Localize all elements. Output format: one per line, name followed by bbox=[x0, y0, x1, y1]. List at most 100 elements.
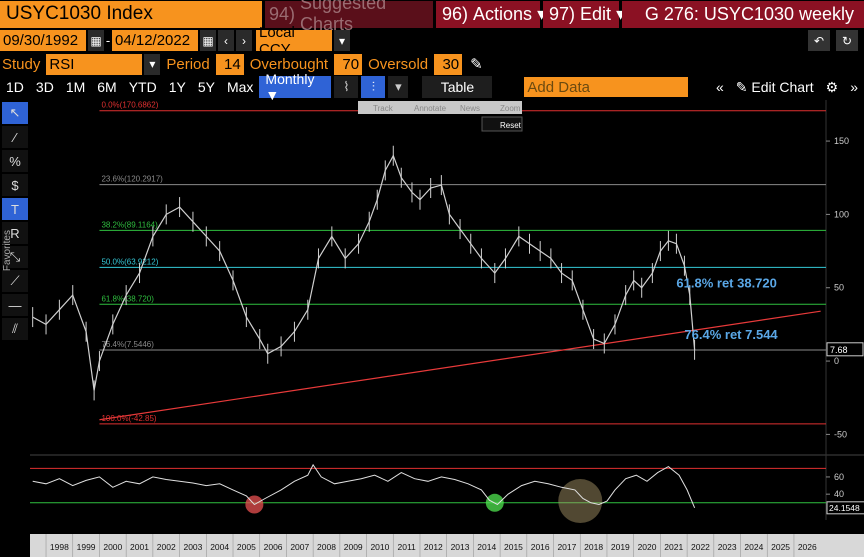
x-tick-label: 2007 bbox=[290, 542, 309, 552]
range-1y[interactable]: 1Y bbox=[168, 79, 186, 95]
x-tick-label: 2013 bbox=[451, 542, 470, 552]
start-date-field[interactable]: 09/30/1992 bbox=[0, 30, 86, 51]
settings-icon[interactable]: ⚙ bbox=[825, 78, 839, 95]
fib-level-label: 0.0%(170.6862) bbox=[101, 101, 158, 110]
horizontal-line-icon[interactable]: — bbox=[2, 294, 28, 316]
y-tick-label: 50 bbox=[834, 283, 844, 293]
actions-num: 96) bbox=[442, 3, 469, 24]
trendline bbox=[99, 310, 821, 421]
range-max[interactable]: Max bbox=[226, 79, 254, 95]
chevron-down-icon[interactable]: ▾ bbox=[334, 30, 350, 51]
percent-line-icon[interactable]: % bbox=[2, 150, 28, 172]
last-rsi-tag: 24.1548 bbox=[829, 503, 860, 513]
trendline-icon[interactable]: ⟋ bbox=[2, 270, 28, 292]
collapse-icon[interactable]: « bbox=[715, 79, 724, 95]
actions-button[interactable]: 96) Actions ▾ bbox=[436, 0, 546, 28]
pen-icon[interactable]: ∕ bbox=[2, 126, 28, 148]
x-tick-label: 2021 bbox=[664, 542, 683, 552]
pencil-icon[interactable]: ✎ bbox=[470, 56, 483, 73]
actions-label: Actions bbox=[473, 3, 533, 24]
bar-chart-icon[interactable]: ⫶ bbox=[361, 76, 386, 98]
x-tick-label: 2015 bbox=[504, 542, 523, 552]
cursor-icon[interactable]: ↖ bbox=[2, 102, 28, 124]
fib-level-label: 50.0%(63.9212) bbox=[101, 257, 158, 266]
x-tick-label: 2018 bbox=[584, 542, 603, 552]
reset-button-bg bbox=[481, 116, 523, 132]
annotation-764: 76.4% ret 7.544 bbox=[684, 327, 778, 342]
track-button[interactable]: Track bbox=[373, 104, 394, 113]
study-select[interactable]: RSI bbox=[46, 53, 143, 75]
x-tick-label: 2023 bbox=[718, 542, 737, 552]
edit-chart-label: Edit Chart bbox=[751, 79, 814, 95]
rsi-highlight-circle bbox=[558, 479, 603, 524]
pencil-icon: ✎ bbox=[735, 78, 748, 95]
date-row: 09/30/1992 ▦ - 04/12/2022 ▦ ‹ › Local CC… bbox=[0, 24, 864, 58]
x-tick-label: 2004 bbox=[210, 542, 229, 552]
expand-icon[interactable]: » bbox=[850, 79, 858, 95]
text-tool-icon[interactable]: T bbox=[2, 198, 28, 220]
line-chart-icon[interactable]: ⌇ bbox=[334, 76, 359, 98]
range-1d[interactable]: 1D bbox=[6, 79, 24, 95]
table-button[interactable]: Table bbox=[422, 76, 493, 98]
edit-label: Edit bbox=[580, 3, 612, 24]
range-5y[interactable]: 5Y bbox=[197, 79, 215, 95]
calendar-icon[interactable]: ▦ bbox=[88, 30, 104, 51]
x-tick-label: 2003 bbox=[183, 542, 202, 552]
x-tick-label: 2026 bbox=[798, 542, 817, 552]
chevron-right-icon[interactable]: › bbox=[236, 30, 252, 51]
x-tick-label: 2012 bbox=[424, 542, 443, 552]
suggested-charts-button[interactable]: 94) Suggested Charts bbox=[265, 0, 433, 34]
chevron-down-icon[interactable]: ▾ bbox=[388, 76, 409, 98]
range-3d[interactable]: 3D bbox=[35, 79, 54, 95]
x-tick-label: 2008 bbox=[317, 542, 336, 552]
chart-toolbar-bg bbox=[358, 101, 522, 114]
channel-icon[interactable]: ⫽ bbox=[2, 318, 28, 340]
range-6m[interactable]: 6M bbox=[97, 79, 117, 95]
oversold-input[interactable]: 30 bbox=[434, 53, 463, 75]
range-ytd[interactable]: YTD bbox=[128, 79, 157, 95]
y-tick-label: 150 bbox=[834, 136, 849, 146]
chevron-down-icon: ▾ bbox=[537, 3, 547, 24]
currency-select[interactable]: Local CCY bbox=[256, 24, 332, 58]
rsi-plot: 60 40 24.1548 bbox=[30, 463, 864, 524]
x-axis: 1998 1999 2000 2001 2002 2003 2004 2005 2006 2007… bbox=[30, 534, 864, 557]
x-tick-label: 2002 bbox=[157, 542, 176, 552]
x-tick-label: 2019 bbox=[611, 542, 630, 552]
price-plot: 0.0%(170.6862) 23.6%(120.2917) 38.2%(89.11… bbox=[30, 100, 864, 520]
favorites-label: Favorites bbox=[2, 230, 13, 272]
suggested-charts-num: 94) bbox=[269, 3, 296, 24]
brush-icon[interactable]: ⤡ bbox=[2, 246, 28, 268]
chevron-left-icon[interactable]: ‹ bbox=[218, 30, 234, 51]
period-input[interactable]: 14 bbox=[215, 53, 244, 75]
overbought-label: Overbought bbox=[249, 55, 329, 73]
zoom-button[interactable]: Zoom bbox=[500, 104, 521, 113]
edit-num: 97) bbox=[549, 3, 576, 24]
refresh-icon[interactable]: ↻ bbox=[836, 30, 858, 51]
retracement-icon[interactable]: R bbox=[2, 222, 28, 244]
last-price-tag-bg bbox=[826, 342, 864, 357]
x-tick-label: 2014 bbox=[477, 542, 496, 552]
chevron-down-icon[interactable]: ▾ bbox=[144, 53, 161, 75]
undo-icon[interactable]: ↶ bbox=[808, 30, 830, 51]
range-1m[interactable]: 1M bbox=[65, 79, 86, 95]
x-tick-label: 2009 bbox=[344, 542, 363, 552]
chevron-down-icon: ▾ bbox=[616, 3, 626, 24]
edit-button[interactable]: 97) Edit ▾ bbox=[543, 0, 625, 28]
add-data-input[interactable]: Add Data bbox=[524, 77, 689, 97]
edit-chart-button[interactable]: ✎ Edit Chart bbox=[730, 76, 820, 98]
y-tick-label: -50 bbox=[834, 429, 847, 439]
x-tick-label: 2011 bbox=[397, 542, 416, 552]
ticker-field[interactable]: USYC1030 Index bbox=[0, 0, 262, 28]
annotate-button[interactable]: Annotate bbox=[414, 104, 447, 113]
overbought-input[interactable]: 70 bbox=[334, 53, 363, 75]
calendar-icon[interactable]: ▦ bbox=[200, 30, 216, 51]
reset-button[interactable]: Reset bbox=[500, 121, 522, 130]
end-date-field[interactable]: 04/12/2022 bbox=[112, 30, 198, 51]
chart-area[interactable]: 0.0%(170.6862) 23.6%(120.2917) 38.2%(89.11… bbox=[30, 100, 864, 557]
frequency-select[interactable]: Monthly ▼ bbox=[259, 71, 332, 103]
dollar-line-icon[interactable]: $ bbox=[2, 174, 28, 196]
oversold-label: Oversold bbox=[368, 55, 429, 73]
news-button[interactable]: News bbox=[460, 104, 480, 113]
last-price-tag: 7.68 bbox=[830, 345, 848, 355]
fib-level-label: 38.2%(89.1164) bbox=[101, 220, 158, 229]
